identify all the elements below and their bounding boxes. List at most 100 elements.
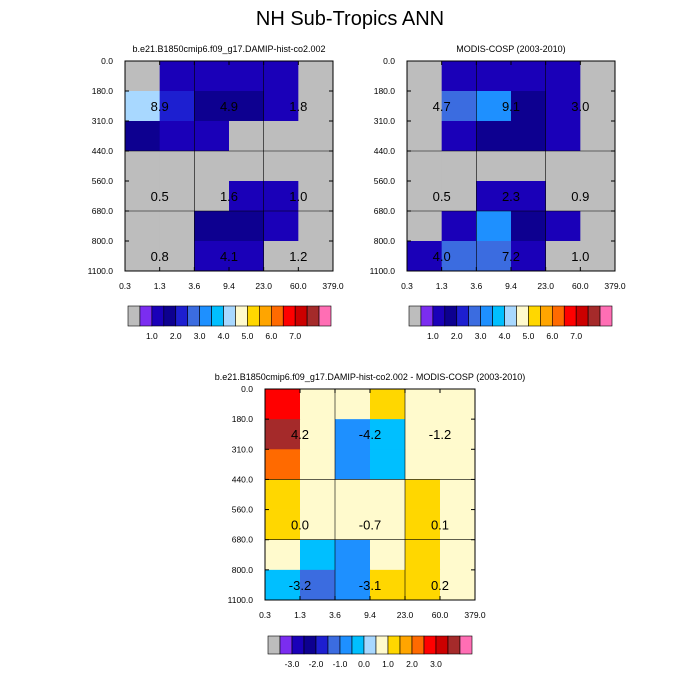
heatmap-cell	[405, 449, 441, 480]
heatmap-cell	[545, 91, 581, 122]
data-label: 4.7	[433, 99, 451, 114]
colorbar-swatch	[175, 305, 189, 327]
heatmap-cell	[440, 419, 476, 450]
heatmap-cell	[263, 61, 299, 92]
heatmap-cell	[229, 241, 265, 272]
y-tick-label: 680.0	[92, 206, 114, 216]
colorbar-tick-label: 7.0	[570, 331, 582, 341]
data-label: 1.2	[289, 249, 307, 264]
y-tick-label: 800.0	[374, 236, 396, 246]
data-label: 3.0	[571, 99, 589, 114]
heatmap-cell	[441, 211, 477, 242]
heatmap-cell	[370, 419, 406, 450]
heatmap-cell	[298, 91, 334, 122]
heatmap-cell	[300, 509, 336, 541]
heatmap-cell	[335, 449, 371, 480]
colorbar-tick-label: 2.0	[170, 331, 182, 341]
y-tick-label: 560.0	[232, 505, 254, 515]
x-tick-label: 1.3	[294, 610, 306, 620]
heatmap-cell	[263, 91, 299, 122]
heatmap-cell	[229, 121, 265, 152]
data-label: 1.6	[220, 189, 238, 204]
heatmap-cell	[545, 121, 581, 152]
heatmap-cell	[511, 211, 547, 242]
x-tick-label: 23.0	[255, 281, 272, 291]
data-label: 0.5	[151, 189, 169, 204]
y-tick-label: 1100.0	[88, 266, 114, 276]
data-label: -3.2	[289, 578, 311, 593]
heatmap-cell	[265, 479, 301, 510]
heatmap-cell	[407, 121, 443, 152]
heatmap-cell	[229, 211, 265, 242]
y-tick-label: 440.0	[92, 146, 114, 156]
colorbar-swatch	[306, 305, 320, 327]
y-tick-label: 310.0	[92, 116, 114, 126]
heatmap-cell	[194, 241, 230, 272]
data-label: 4.1	[220, 249, 238, 264]
heatmap-cell	[580, 211, 616, 242]
y-tick-label: 180.0	[232, 414, 254, 424]
heatmap-cell	[229, 181, 265, 212]
heatmap-cell	[405, 389, 441, 420]
colorbar-swatch	[408, 305, 422, 327]
colorbar-swatch	[259, 305, 272, 327]
colorbar-swatch	[211, 305, 224, 327]
y-tick-label: 1100.0	[370, 266, 396, 276]
heatmap-cell	[159, 211, 195, 242]
colorbar-swatch	[267, 635, 281, 655]
heatmap-cell	[125, 151, 161, 182]
heatmap-cell	[580, 241, 616, 272]
heatmap-cell	[440, 509, 476, 541]
colorbar-swatch	[444, 305, 458, 327]
heatmap-cell	[300, 479, 336, 510]
heatmap-cell	[370, 389, 406, 420]
colorbar-swatch	[294, 305, 308, 327]
colorbar-tick-label: 5.0	[241, 331, 253, 341]
heatmap-cell	[407, 151, 443, 182]
x-tick-label: 1.3	[436, 281, 448, 291]
x-tick-label: 0.3	[119, 281, 131, 291]
data-label: 1.0	[289, 189, 307, 204]
data-label: 2.3	[502, 189, 520, 204]
colorbar-swatch	[351, 635, 365, 655]
colorbar-tick-label: 3.0	[475, 331, 487, 341]
heatmap-cell	[125, 181, 161, 212]
heatmap-cell	[580, 181, 616, 212]
heatmap-cell	[476, 91, 512, 122]
heatmap-cell	[125, 61, 161, 92]
x-tick-label: 3.6	[188, 281, 200, 291]
heatmap-cell	[545, 241, 581, 272]
data-label: -4.2	[359, 427, 381, 442]
colorbar-tick-label: 5.0	[522, 331, 534, 341]
heatmap-cell	[265, 449, 301, 480]
y-tick-label: 0.0	[383, 56, 395, 66]
heatmap-cell	[511, 121, 547, 152]
colorbar-tick-label: 0.0	[358, 659, 370, 669]
heatmap-cell	[335, 509, 371, 541]
data-label: 0.1	[431, 518, 449, 533]
y-tick-label: 0.0	[101, 56, 113, 66]
colorbar-swatch	[575, 305, 589, 327]
heatmap-cell	[370, 479, 406, 510]
heatmap-cell	[476, 61, 512, 92]
colorbar-swatch	[223, 305, 236, 327]
heatmap-cell	[300, 539, 336, 571]
heatmap-cell	[335, 419, 371, 450]
heatmap-cell	[441, 91, 477, 122]
heatmap-cell	[263, 241, 299, 272]
heatmap-cell	[440, 479, 476, 510]
x-tick-label: 9.4	[364, 610, 376, 620]
data-label: 4.0	[433, 249, 451, 264]
colorbar-swatch	[492, 305, 505, 327]
heatmap-cell	[405, 569, 441, 601]
colorbar-swatch	[432, 305, 446, 327]
colorbar-swatch	[420, 305, 434, 327]
colorbar-swatch	[387, 635, 401, 655]
x-tick-label: 3.6	[470, 281, 482, 291]
data-label: 0.0	[291, 518, 309, 533]
heatmap-cell	[265, 389, 301, 420]
heatmap-cell	[159, 241, 195, 272]
heatmap-cell	[511, 151, 547, 182]
heatmap-cell	[194, 151, 230, 182]
colorbar-swatch	[187, 305, 200, 327]
